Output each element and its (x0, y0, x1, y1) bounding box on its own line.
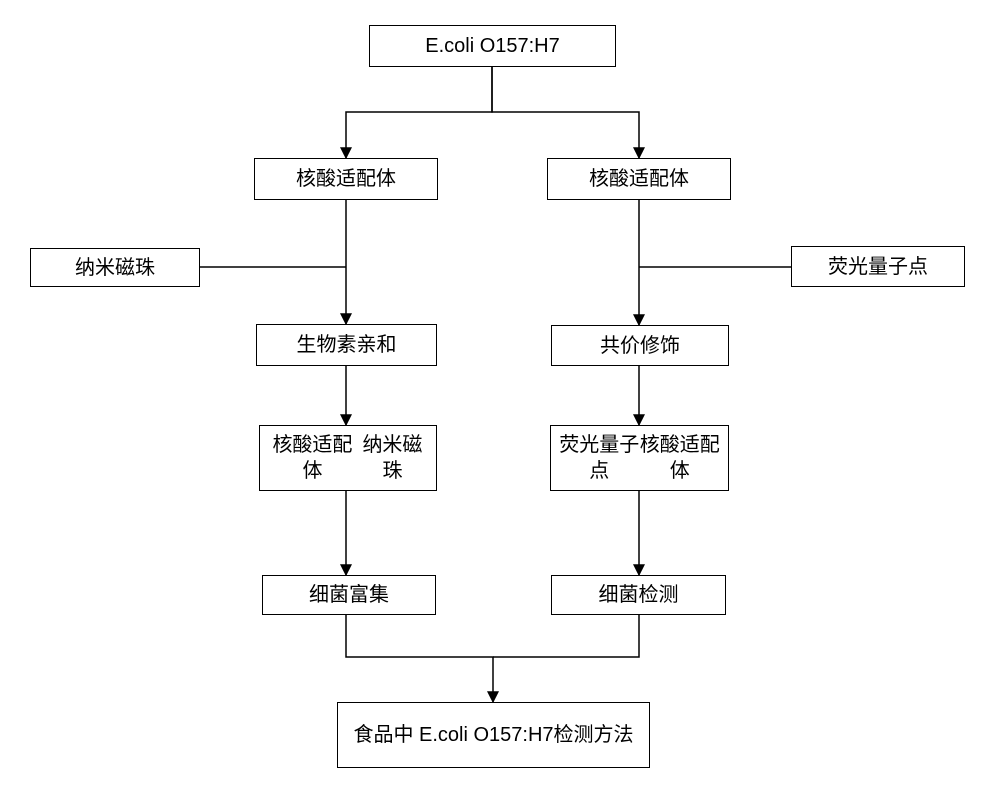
node-aptL: 核酸适配体 (254, 158, 438, 200)
flowchart-edges (0, 0, 1000, 795)
edge-10 (346, 615, 493, 702)
node-final: 食品中 E.coli O157:H7检测方法 (337, 702, 650, 768)
node-mag: 纳米磁珠 (30, 248, 200, 287)
node-biotin: 生物素亲和 (256, 324, 437, 366)
node-enrich: 细菌富集 (262, 575, 436, 615)
node-aptMag: 核酸适配体纳米磁珠 (259, 425, 437, 491)
node-aptR: 核酸适配体 (547, 158, 731, 200)
node-qd: 荧光量子点 (791, 246, 965, 287)
node-detect: 细菌检测 (551, 575, 726, 615)
flowchart-canvas: E.coli O157:H7核酸适配体核酸适配体纳米磁珠荧光量子点生物素亲和共价… (0, 0, 1000, 795)
edge-1 (492, 67, 639, 158)
edge-11 (493, 615, 639, 657)
edge-0 (346, 67, 492, 158)
node-qdApt: 荧光量子点核酸适配体 (550, 425, 729, 491)
node-covalent: 共价修饰 (551, 325, 729, 366)
node-top: E.coli O157:H7 (369, 25, 616, 67)
